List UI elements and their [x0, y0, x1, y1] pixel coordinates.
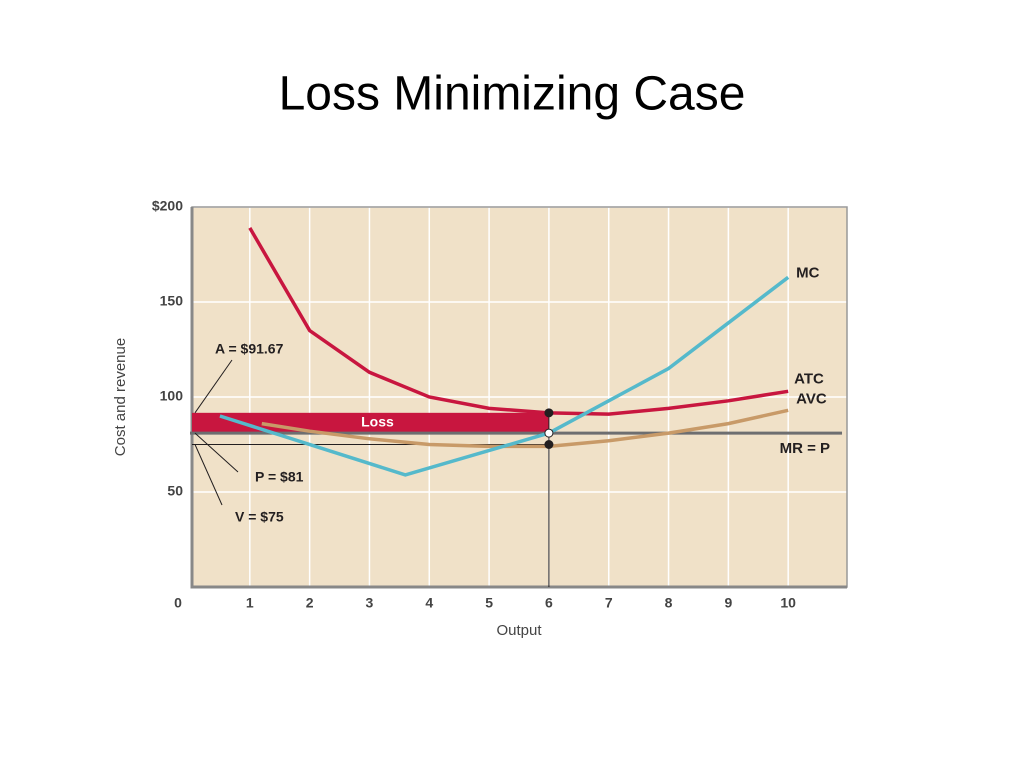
x-tick-label: 6: [545, 595, 553, 611]
y-tick-label: 100: [160, 388, 184, 404]
x-tick-label: 0: [174, 595, 182, 611]
point: [544, 428, 554, 438]
loss-label: Loss: [361, 414, 394, 430]
x-tick-label: 4: [425, 595, 433, 611]
leader-line: [194, 444, 223, 506]
series-line: [219, 275, 790, 477]
x-tick-label: 1: [246, 595, 254, 611]
y-tick-label: 150: [160, 293, 184, 309]
series-line: [248, 227, 789, 416]
series-label: MC: [796, 264, 819, 281]
x-tick-label: 7: [605, 595, 613, 611]
point: [544, 440, 554, 449]
annotation-label: P = $81: [255, 469, 304, 485]
series-line: [261, 408, 789, 449]
annotation-label: V = $75: [235, 509, 284, 525]
point: [544, 408, 554, 418]
series-label: AVC: [796, 390, 827, 407]
y-axis-label: Cost and revenue: [112, 338, 129, 456]
x-tick-label: 10: [780, 595, 796, 611]
annotation-label: A = $91.67: [215, 341, 284, 357]
series-label: ATC: [794, 370, 824, 387]
x-tick-label: 3: [366, 595, 374, 611]
x-tick-label: 2: [306, 595, 314, 611]
y-tick-label: 50: [167, 483, 183, 499]
x-axis-label: Output: [496, 622, 542, 639]
series-label: MR = P: [780, 440, 830, 457]
x-tick-label: 8: [665, 595, 673, 611]
x-tick-label: 5: [485, 595, 493, 611]
leader-line: [194, 359, 233, 414]
leader-line: [194, 432, 239, 473]
y-tick-label: $200: [152, 198, 183, 214]
axis-line: [190, 207, 847, 589]
slide-title: Loss Minimizing Case: [279, 68, 746, 121]
x-tick-label: 9: [724, 595, 732, 611]
